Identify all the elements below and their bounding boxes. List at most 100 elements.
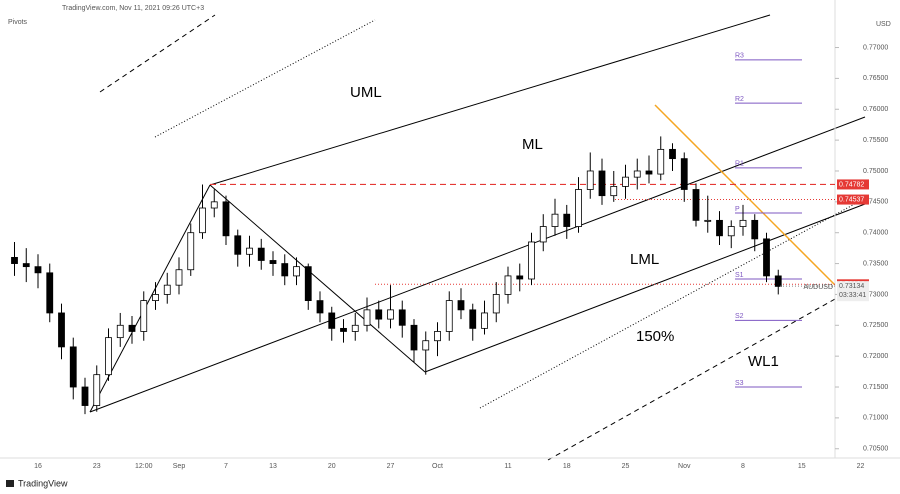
level-tag-label: 0.74782 [839, 181, 864, 188]
pivot-label: S2 [735, 313, 744, 320]
candle-body [516, 275, 524, 280]
last-price-tag [837, 281, 869, 302]
candle-body [469, 309, 477, 329]
pivot-label: R2 [735, 96, 744, 103]
candle-body [22, 263, 30, 268]
candle-body [575, 189, 582, 227]
brand: TradingView [18, 478, 68, 488]
x-tick-label: Oct [432, 463, 443, 470]
candle-body [727, 226, 735, 237]
y-tick-label: 0.75500 [863, 137, 888, 144]
y-tick-label: 0.74500 [863, 199, 888, 206]
ml-line [89, 116, 866, 413]
y-tick-label: 0.72500 [863, 322, 888, 329]
candle-body [633, 170, 641, 178]
candle-body [598, 170, 606, 197]
candle-body [763, 238, 770, 277]
pitchfork-base [209, 184, 426, 373]
candle-body [175, 269, 183, 286]
y-tick-label: 0.76000 [863, 106, 888, 113]
x-tick-label: 27 [387, 463, 395, 470]
candle-body [363, 309, 371, 326]
pivot-label: S1 [735, 272, 744, 279]
candle-body [375, 309, 383, 320]
pivot-label: P [735, 206, 740, 213]
countdown: 03:33:41 [839, 292, 866, 299]
pivot-label: R1 [735, 161, 744, 168]
candle-body [58, 312, 65, 348]
indicator-name: Pivots [8, 19, 28, 26]
x-tick-label: 15 [798, 463, 806, 470]
lml-line [424, 203, 866, 373]
level-tag [837, 194, 869, 205]
candle-body [528, 241, 535, 280]
candle-body [46, 272, 54, 314]
candle-body [116, 324, 124, 339]
candle-body [398, 309, 406, 326]
candle-body [246, 247, 253, 255]
candle-body [210, 201, 218, 209]
pivot-label: R3 [735, 53, 744, 60]
candle-body [340, 327, 347, 332]
candle-body [739, 219, 747, 227]
candle-body [257, 247, 265, 261]
candle-body [774, 275, 782, 287]
y-tick-label: 0.71000 [863, 415, 888, 422]
candle-body [457, 300, 465, 311]
x-tick-label: 13 [269, 463, 277, 470]
candle-body [751, 219, 759, 240]
y-tick-label: 0.74000 [863, 230, 888, 237]
last-price-label: 0.73134 [839, 283, 864, 290]
candle-body [539, 226, 547, 243]
x-tick-label: 22 [857, 463, 865, 470]
x-tick-label: 16 [34, 463, 42, 470]
candle-body [410, 324, 418, 351]
y-tick-label: 0.73500 [863, 260, 888, 267]
candle-body [293, 266, 300, 277]
candle-body [128, 324, 136, 332]
y-tick-label: 0.76500 [863, 75, 888, 82]
annotation: 150% [636, 328, 674, 345]
x-tick-label: 20 [328, 463, 336, 470]
level-tag-label: 0.74537 [839, 196, 864, 203]
candle-body [657, 148, 665, 175]
candle-body [187, 232, 195, 271]
candle-body [199, 207, 206, 234]
x-tick-label: 8 [741, 463, 745, 470]
x-tick-label: 11 [504, 463, 511, 470]
uml-line [209, 14, 771, 186]
currency: USD [876, 21, 891, 28]
header: TradingView.com, Nov 11, 2021 09:26 UTC+… [62, 5, 204, 12]
candle-body [269, 260, 277, 264]
candle-body [669, 148, 676, 160]
line-150 [479, 199, 863, 409]
annotation: LML [630, 251, 659, 268]
candle-body [563, 213, 571, 227]
candle-body [105, 337, 112, 376]
candle-body [422, 340, 430, 351]
candle-body [81, 386, 89, 406]
pivot-label: S3 [735, 380, 744, 387]
candle-body [281, 263, 289, 277]
symbol-label: AUDUSD [803, 284, 833, 291]
candle-body [692, 189, 700, 221]
candle-body [445, 300, 453, 332]
y-tick-label: 0.75000 [863, 168, 888, 175]
upper-dotted-line [154, 19, 376, 138]
candle-body [34, 266, 42, 274]
candle-body [163, 284, 171, 295]
y-tick-label: 0.77000 [863, 44, 888, 51]
y-tick-label: 0.70500 [863, 446, 888, 453]
annotation: ML [522, 136, 543, 153]
candle-body [586, 170, 594, 190]
y-tick-label: 0.71500 [863, 384, 888, 391]
candle-body [304, 266, 312, 302]
candle-body [716, 219, 723, 237]
x-tick-label: 18 [563, 463, 571, 470]
annotation: WL1 [748, 353, 779, 370]
candle-body [234, 235, 242, 255]
x-tick-label: 12:00 [135, 463, 153, 470]
candle-body [680, 158, 688, 190]
candle-body [93, 374, 101, 406]
